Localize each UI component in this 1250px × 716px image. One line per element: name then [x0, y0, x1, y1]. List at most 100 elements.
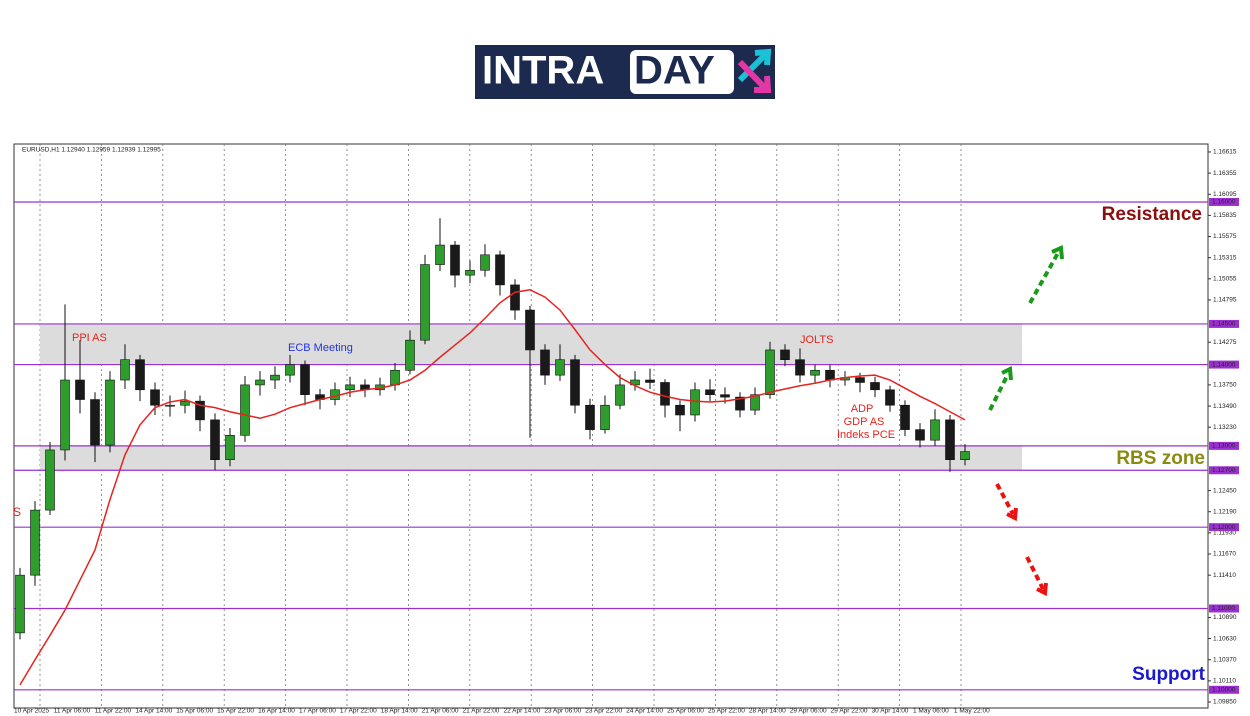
- y-tick-label: 1.13490: [1213, 403, 1237, 410]
- annotation: GDP AS: [844, 416, 885, 428]
- candle-body: [705, 389, 715, 395]
- level-label-bg: [1209, 441, 1239, 450]
- candle-body: [645, 379, 655, 383]
- y-tick-label: 1.10630: [1213, 635, 1237, 642]
- candle-body: [120, 359, 130, 381]
- candle-body: [435, 244, 445, 265]
- candle-body: [390, 369, 400, 386]
- candle-body: [405, 339, 415, 371]
- arrow-head: [1051, 245, 1064, 260]
- candle-body: [225, 435, 235, 461]
- candle-body: [825, 369, 835, 381]
- y-tick-label: 1.11670: [1213, 551, 1236, 558]
- candle-body: [555, 359, 565, 376]
- arrow-head: [1036, 582, 1048, 597]
- candle-body: [75, 379, 85, 400]
- candle-body: [870, 382, 880, 391]
- candle-body: [540, 349, 550, 376]
- x-tick-label: 22 Apr 14:00: [503, 708, 540, 715]
- level-label: 1.14000: [1212, 361, 1236, 368]
- candle-body: [690, 389, 700, 416]
- logo-arrow-up: [737, 48, 772, 83]
- x-tick-label: 16 Apr 14:00: [258, 708, 295, 715]
- annotation: PPI AS: [72, 332, 107, 344]
- candle-body: [15, 574, 25, 634]
- arrow-head: [1006, 507, 1018, 522]
- candle-body: [900, 404, 910, 430]
- y-tick-label: 1.15575: [1213, 233, 1237, 240]
- candle-body: [195, 400, 205, 421]
- arrow-down: [995, 483, 1015, 515]
- candle-body: [240, 384, 250, 436]
- candle-body: [960, 451, 970, 461]
- annotation: Resistance: [1102, 204, 1202, 225]
- arrow-down: [1025, 556, 1045, 590]
- x-tick-label: 10 Apr 2025: [14, 708, 49, 715]
- time-grid: [39, 144, 962, 708]
- x-tick-label: 25 Apr 06:00: [667, 708, 704, 715]
- candle-body: [300, 364, 310, 395]
- y-tick-label: 1.10370: [1213, 656, 1237, 663]
- candle-body: [735, 396, 745, 411]
- candle-body: [855, 377, 865, 383]
- annotation: ADP: [851, 403, 874, 415]
- arrow-up: [988, 373, 1010, 411]
- level-label: 1.12700: [1212, 467, 1236, 474]
- candle-body: [45, 449, 55, 511]
- candle-body: [585, 404, 595, 430]
- y-tick-label: 1.15055: [1213, 276, 1237, 283]
- candle-body: [945, 419, 955, 461]
- y-tick-label: 1.16095: [1213, 191, 1237, 198]
- level-label-bg: [1209, 523, 1239, 532]
- level-label: 1.12000: [1212, 524, 1236, 531]
- moving-average: [19, 288, 966, 686]
- plot-frame: [13, 143, 1209, 709]
- annotation: JOLTS: [800, 334, 833, 346]
- candle-body: [180, 400, 190, 406]
- candle-body: [165, 404, 175, 407]
- candle-body: [810, 369, 820, 376]
- candle-body: [495, 254, 505, 286]
- candle-body: [270, 374, 280, 381]
- x-tick-label: 18 Apr 14:00: [381, 708, 418, 715]
- y-tick-label: 1.15835: [1213, 212, 1237, 219]
- y-tick-label: 1.12190: [1213, 508, 1237, 515]
- y-tick-label: 1.14275: [1213, 339, 1237, 346]
- x-tick-label: 11 Apr 22:00: [95, 708, 132, 715]
- y-tick-label: 1.16615: [1213, 149, 1237, 156]
- y-tick-label: 1.13230: [1213, 424, 1237, 431]
- candle-body: [525, 309, 535, 351]
- x-tick-label: 15 Apr 06:00: [176, 708, 213, 715]
- logo-right: DAY: [634, 49, 715, 93]
- forecast-arrows: [988, 245, 1064, 597]
- level-label: 1.16000: [1212, 199, 1236, 206]
- y-tick-label: 1.09850: [1213, 699, 1237, 706]
- x-tick-label: 28 Apr 14:00: [749, 708, 786, 715]
- zone: [40, 445, 1022, 471]
- x-tick-label: 25 Apr 22:00: [708, 708, 745, 715]
- y-tick-label: 1.16355: [1213, 170, 1237, 177]
- level-label-bg: [1209, 360, 1239, 369]
- candle-body: [210, 419, 220, 461]
- annotation: S: [13, 505, 21, 519]
- candle-body: [930, 419, 940, 441]
- candle-body: [30, 509, 40, 576]
- arrow-head: [1001, 365, 1013, 381]
- candle-body: [795, 359, 805, 376]
- y-tick-label: 1.12450: [1213, 487, 1237, 494]
- level-label-bg: [1209, 685, 1239, 694]
- candle-body: [465, 269, 475, 276]
- y-tick-label: 1.13750: [1213, 382, 1237, 389]
- candle-body: [135, 359, 145, 391]
- x-tick-label: 17 Apr 22:00: [340, 708, 377, 715]
- symbol-info: EURUSD,H1 1.12940 1.12959 1.12939 1.1299…: [22, 147, 161, 154]
- x-tick-label: 14 Apr 14:00: [135, 708, 172, 715]
- x-tick-label: 15 Apr 22:00: [217, 708, 254, 715]
- annotation: ECB Meeting: [288, 342, 353, 354]
- candle-body: [765, 349, 775, 395]
- candle-body: [105, 379, 115, 446]
- y-tick-label: 1.11410: [1213, 572, 1236, 579]
- x-tick-label: 1 May 06:00: [913, 708, 949, 715]
- x-tick-label: 29 Apr 22:00: [831, 708, 868, 715]
